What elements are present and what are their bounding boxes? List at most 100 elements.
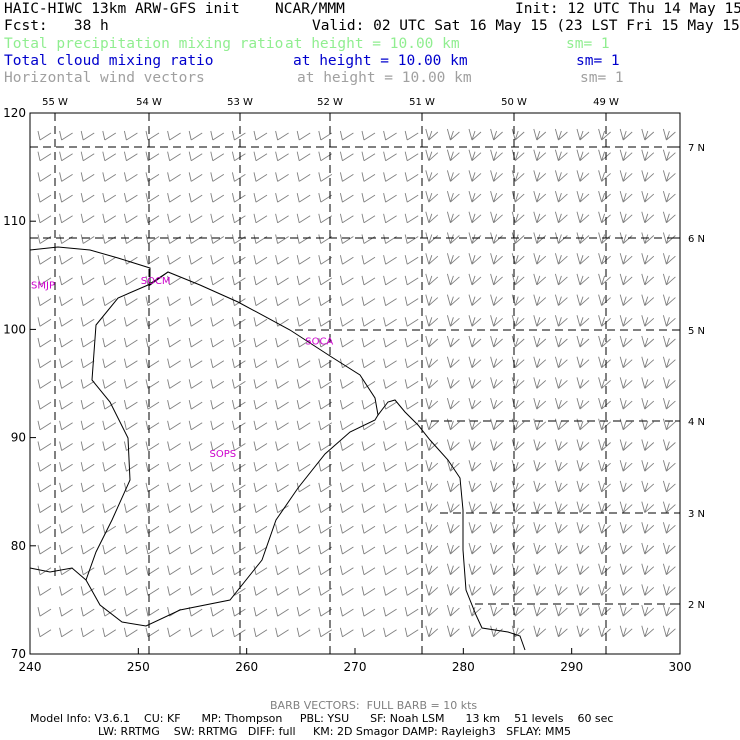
wind-barb <box>102 544 117 555</box>
wind-barb <box>145 524 160 534</box>
wind-barb <box>490 480 503 493</box>
wind-barb <box>318 130 333 141</box>
wind-barb <box>619 522 633 534</box>
wind-barb <box>641 563 655 576</box>
wind-barb <box>80 317 95 327</box>
wind-barb <box>490 604 503 617</box>
wind-barb <box>425 149 439 162</box>
wind-barb <box>425 542 439 555</box>
wind-barb <box>361 193 376 203</box>
wind-barb <box>145 130 160 141</box>
wind-barb <box>102 130 117 141</box>
wind-barb <box>576 253 590 265</box>
wind-barb <box>662 625 676 638</box>
wind-barb <box>576 335 590 348</box>
wind-barb <box>296 482 311 493</box>
wind-barb <box>123 627 138 638</box>
wind-barb <box>80 462 95 472</box>
wind-barb <box>641 335 655 348</box>
wind-barb <box>59 627 73 638</box>
wind-barb <box>662 294 676 306</box>
wind-barb <box>123 400 138 410</box>
wind-barb <box>275 337 289 348</box>
wind-barb <box>533 356 547 369</box>
wind-barb <box>210 234 225 244</box>
wind-barb <box>490 273 503 286</box>
wind-barb <box>37 234 52 244</box>
wind-barb <box>662 439 676 451</box>
wind-barb <box>619 501 633 513</box>
wind-barb <box>598 439 611 451</box>
wind-barb <box>188 130 203 141</box>
wind-barb <box>533 563 547 576</box>
wind-barb <box>253 193 268 203</box>
wind-barb <box>361 400 376 410</box>
wind-barb <box>231 544 246 555</box>
wind-barb <box>339 420 354 431</box>
wind-barb <box>383 172 397 182</box>
wind-barb <box>533 625 547 638</box>
wind-barb <box>188 420 203 431</box>
wind-barb <box>145 358 160 369</box>
wind-barb <box>425 604 439 617</box>
wind-barb <box>468 584 482 596</box>
wind-barb <box>102 503 117 513</box>
wind-barb <box>188 607 203 617</box>
wind-barb <box>231 172 246 182</box>
wind-barb <box>533 253 547 265</box>
wind-barb <box>662 542 676 555</box>
lon-label: 51 W <box>409 97 435 108</box>
wind-barb <box>383 151 397 162</box>
field-level-cloud: at height = 10.00 km <box>293 53 468 69</box>
wind-barb <box>619 460 633 472</box>
wind-barb <box>576 563 590 576</box>
wind-barb <box>425 253 439 265</box>
wind-barb <box>554 625 568 638</box>
wind-barb <box>490 418 503 431</box>
wind-barb <box>231 441 246 451</box>
wind-barb <box>80 193 95 203</box>
wind-barb <box>188 151 203 162</box>
wind-barb <box>210 586 225 596</box>
wind-barb <box>576 439 590 451</box>
wind-barb <box>383 358 397 369</box>
wind-barb <box>425 563 439 576</box>
wind-barb <box>361 524 376 534</box>
wind-barb <box>468 170 482 182</box>
wind-barb <box>404 400 419 410</box>
wind-barb <box>167 296 181 306</box>
wind-barb <box>123 193 138 203</box>
wind-barb <box>554 170 568 182</box>
wind-barb <box>446 170 460 182</box>
x-tick-label: 290 <box>560 660 583 674</box>
wind-barb <box>59 420 73 431</box>
wind-barb <box>37 358 52 369</box>
wind-barb <box>253 607 268 617</box>
wind-barb <box>296 234 311 244</box>
wind-barb <box>468 377 482 389</box>
wind-barb <box>80 544 95 555</box>
wind-barb <box>167 275 181 286</box>
wind-barb <box>167 337 181 348</box>
wind-barb <box>490 190 503 203</box>
wind-barb <box>231 275 246 286</box>
wind-barb <box>167 234 181 244</box>
wind-barb <box>641 418 655 431</box>
wind-barb <box>383 193 397 203</box>
wind-barb <box>275 420 289 431</box>
wind-barb <box>404 337 419 348</box>
wind-barb <box>554 542 568 555</box>
wind-barb <box>468 418 482 431</box>
wind-barb <box>318 172 333 182</box>
wind-barb <box>446 356 460 369</box>
wind-barb <box>275 275 289 286</box>
wind-barb <box>275 213 289 224</box>
x-tick-label: 300 <box>669 660 692 674</box>
wind-barb <box>425 501 439 513</box>
wind-barb <box>533 232 547 244</box>
wind-barb <box>59 441 73 451</box>
wind-barb <box>339 379 354 389</box>
y-axis: 70 80 90 100 110 120 <box>3 106 36 661</box>
wind-barb <box>446 584 460 596</box>
wind-barb <box>145 337 160 348</box>
